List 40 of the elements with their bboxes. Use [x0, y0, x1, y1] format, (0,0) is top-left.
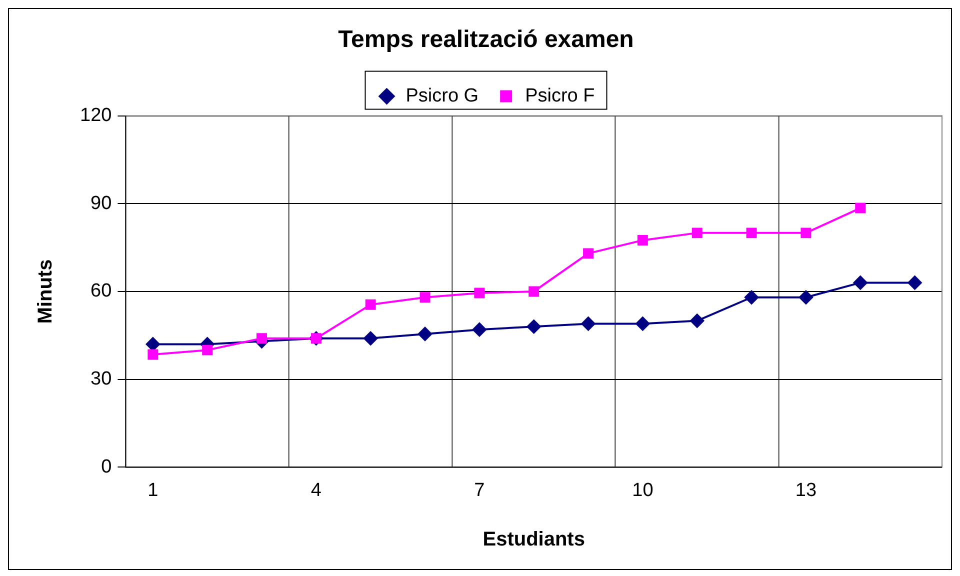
- point: [853, 276, 868, 290]
- legend-label: Psicro F: [525, 86, 595, 107]
- y-tick-label: 60: [90, 280, 112, 302]
- point: [202, 344, 213, 356]
- point: [581, 316, 596, 331]
- x-tick-label: 1: [148, 480, 158, 501]
- x-tick-label: 13: [795, 480, 817, 501]
- point: [364, 331, 378, 346]
- point: [146, 337, 160, 352]
- point: [148, 349, 158, 360]
- point: [855, 202, 866, 214]
- point: [526, 320, 541, 334]
- point: [583, 248, 594, 259]
- point: [256, 333, 267, 344]
- point: [637, 235, 648, 246]
- point: [365, 299, 376, 310]
- point: [692, 228, 702, 238]
- point: [528, 286, 540, 297]
- point: [744, 290, 759, 304]
- point: [800, 228, 812, 238]
- point: [418, 326, 432, 341]
- x-tick-label: 4: [310, 480, 322, 501]
- point: [474, 288, 485, 298]
- x-tick-label: 10: [632, 480, 654, 501]
- x-axis-title: Estudiants: [482, 528, 585, 551]
- legend-label: Psicro G: [406, 86, 479, 107]
- y-tick-label: 120: [80, 105, 112, 126]
- chart-title: Temps realització examen: [338, 26, 634, 54]
- point: [908, 276, 922, 290]
- point: [636, 316, 650, 331]
- x-tick-label: 7: [474, 480, 485, 501]
- point: [472, 322, 486, 337]
- point: [690, 314, 704, 328]
- point: [420, 292, 430, 303]
- point: [798, 290, 813, 304]
- y-tick-label: 90: [90, 192, 112, 214]
- point: [746, 228, 757, 238]
- y-tick-label: 0: [101, 456, 112, 478]
- y-axis-title: Minuts: [34, 259, 57, 324]
- y-tick-label: 30: [90, 368, 112, 390]
